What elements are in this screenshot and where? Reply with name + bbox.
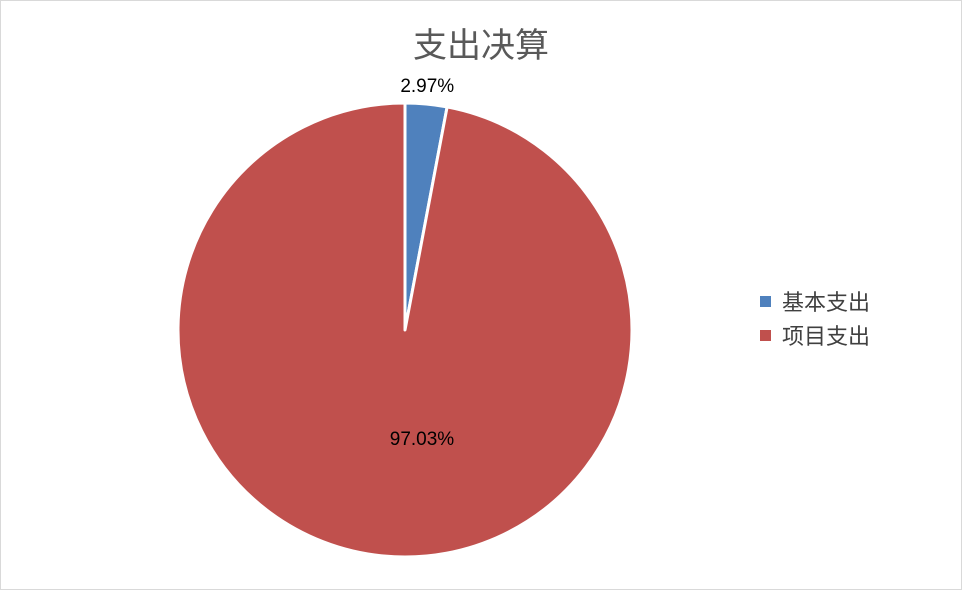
pie-data-labels: 2.97% 97.03%: [390, 76, 455, 450]
legend-swatch-project: [760, 329, 771, 341]
legend-label-project: 项目支出: [782, 325, 871, 350]
legend-label-basic: 基本支出: [782, 291, 871, 316]
data-label-project: 97.03%: [390, 429, 455, 450]
data-label-basic: 2.97%: [400, 76, 454, 97]
pie-slices: [176, 101, 634, 559]
legend-item-project: 项目支出: [760, 318, 870, 352]
pie-slice-project: [176, 101, 634, 559]
legend: 基本支出 项目支出: [760, 284, 870, 352]
chart-title: 支出决算: [413, 26, 549, 66]
legend-item-basic: 基本支出: [760, 284, 870, 318]
legend-swatch-basic: [760, 295, 771, 307]
